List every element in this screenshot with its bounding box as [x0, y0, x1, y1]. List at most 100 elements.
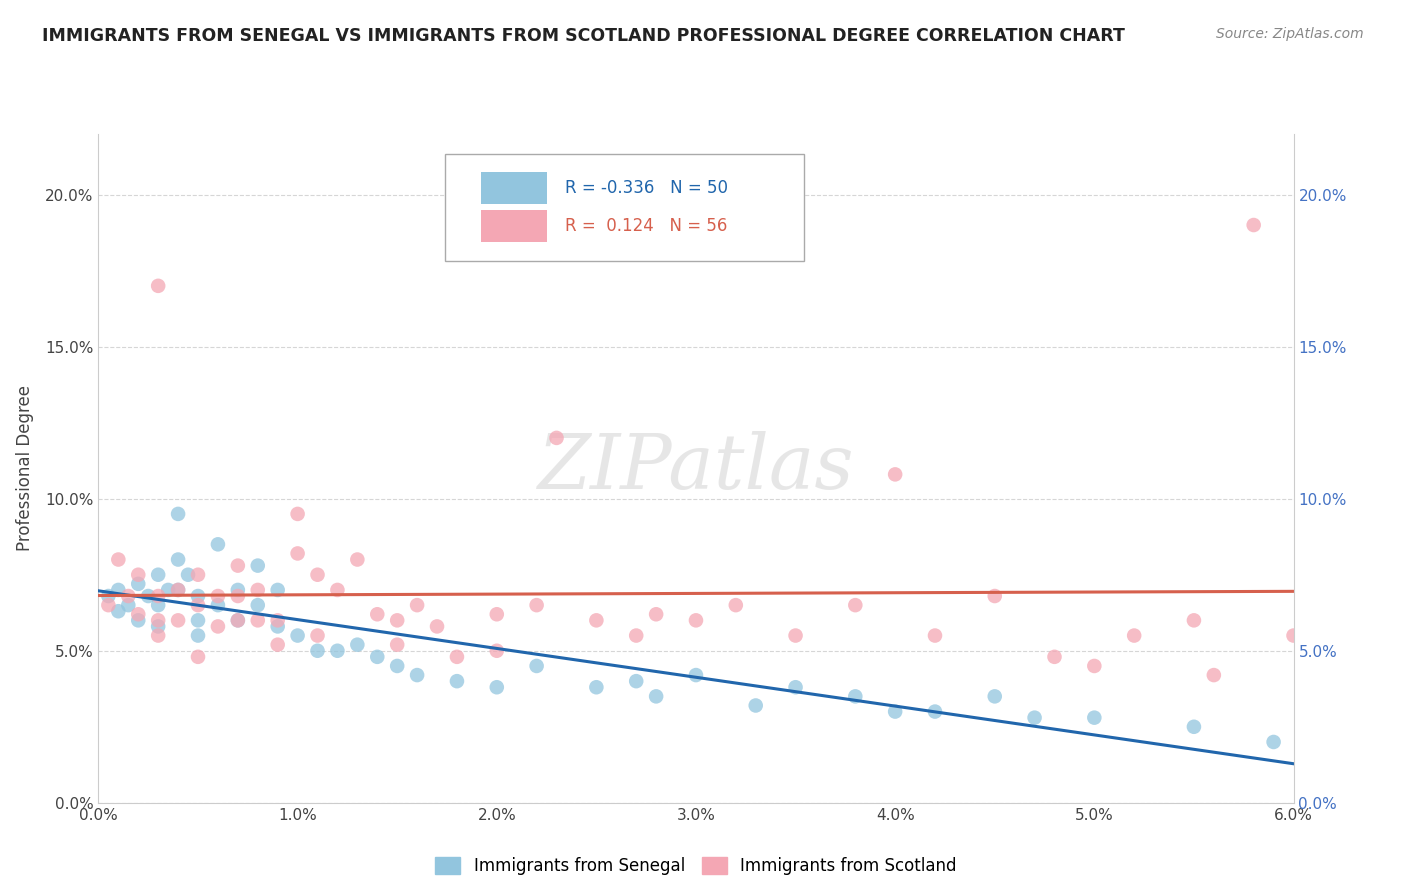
FancyBboxPatch shape [481, 172, 547, 204]
Text: R =  0.124   N = 56: R = 0.124 N = 56 [565, 217, 727, 235]
Point [406, 668, 429, 682]
Point [127, 577, 149, 591]
Point [326, 582, 349, 597]
Point [446, 649, 468, 664]
Point [685, 613, 707, 627]
Point [1263, 735, 1285, 749]
Text: Source: ZipAtlas.com: Source: ZipAtlas.com [1216, 27, 1364, 41]
Point [884, 705, 907, 719]
Point [1182, 720, 1205, 734]
Point [546, 431, 568, 445]
Point [785, 680, 807, 694]
Point [645, 607, 668, 622]
Point [187, 628, 209, 642]
Point [167, 613, 190, 627]
Point [1083, 659, 1105, 673]
Point [1202, 668, 1225, 682]
Point [187, 613, 209, 627]
FancyBboxPatch shape [481, 211, 547, 243]
Point [207, 589, 229, 603]
Point [207, 537, 229, 551]
Point [385, 659, 409, 673]
Point [1243, 218, 1265, 232]
Point [307, 644, 329, 658]
Point [585, 613, 607, 627]
Point [117, 598, 139, 612]
Point [246, 598, 269, 612]
Text: IMMIGRANTS FROM SENEGAL VS IMMIGRANTS FROM SCOTLAND PROFESSIONAL DEGREE CORRELAT: IMMIGRANTS FROM SENEGAL VS IMMIGRANTS FR… [42, 27, 1125, 45]
Point [287, 628, 309, 642]
Point [346, 552, 368, 566]
Point [226, 613, 249, 627]
Point [1182, 613, 1205, 627]
Point [287, 546, 309, 560]
Point [207, 598, 229, 612]
Point [148, 628, 170, 642]
Point [366, 607, 388, 622]
Text: R = -0.336   N = 50: R = -0.336 N = 50 [565, 179, 727, 197]
Point [685, 668, 707, 682]
Point [267, 582, 290, 597]
Point [148, 619, 170, 633]
Point [526, 659, 548, 673]
Point [226, 589, 249, 603]
Point [187, 649, 209, 664]
Point [924, 628, 946, 642]
Point [626, 628, 648, 642]
Point [1123, 628, 1146, 642]
Point [346, 638, 368, 652]
Point [724, 598, 747, 612]
Y-axis label: Professional Degree: Professional Degree [15, 385, 34, 551]
Point [107, 552, 129, 566]
Point [626, 674, 648, 689]
Point [1024, 711, 1046, 725]
Point [157, 582, 180, 597]
Point [127, 607, 149, 622]
Point [385, 638, 409, 652]
Point [226, 582, 249, 597]
Point [207, 619, 229, 633]
Point [97, 589, 120, 603]
Point [167, 582, 190, 597]
Point [136, 589, 159, 603]
Point [526, 598, 548, 612]
Legend: Immigrants from Senegal, Immigrants from Scotland: Immigrants from Senegal, Immigrants from… [429, 850, 963, 881]
Point [426, 619, 449, 633]
Point [148, 278, 170, 293]
Point [226, 558, 249, 573]
Point [485, 680, 508, 694]
Point [267, 613, 290, 627]
Point [585, 680, 607, 694]
Point [485, 607, 508, 622]
Point [246, 582, 269, 597]
Point [984, 690, 1007, 704]
Point [307, 628, 329, 642]
Point [406, 598, 429, 612]
Point [187, 598, 209, 612]
Point [844, 598, 866, 612]
Point [307, 567, 329, 582]
Point [167, 552, 190, 566]
Point [107, 604, 129, 618]
Text: ZIPatlas: ZIPatlas [537, 432, 855, 505]
Point [167, 507, 190, 521]
FancyBboxPatch shape [444, 154, 804, 261]
Point [127, 567, 149, 582]
Point [785, 628, 807, 642]
Point [148, 567, 170, 582]
Point [884, 467, 907, 482]
Point [226, 613, 249, 627]
Point [485, 644, 508, 658]
Point [148, 613, 170, 627]
Point [446, 674, 468, 689]
Point [326, 644, 349, 658]
Point [267, 638, 290, 652]
Point [117, 589, 139, 603]
Point [187, 589, 209, 603]
Point [1043, 649, 1066, 664]
Point [267, 619, 290, 633]
Point [148, 589, 170, 603]
Point [177, 567, 200, 582]
Point [246, 613, 269, 627]
Point [924, 705, 946, 719]
